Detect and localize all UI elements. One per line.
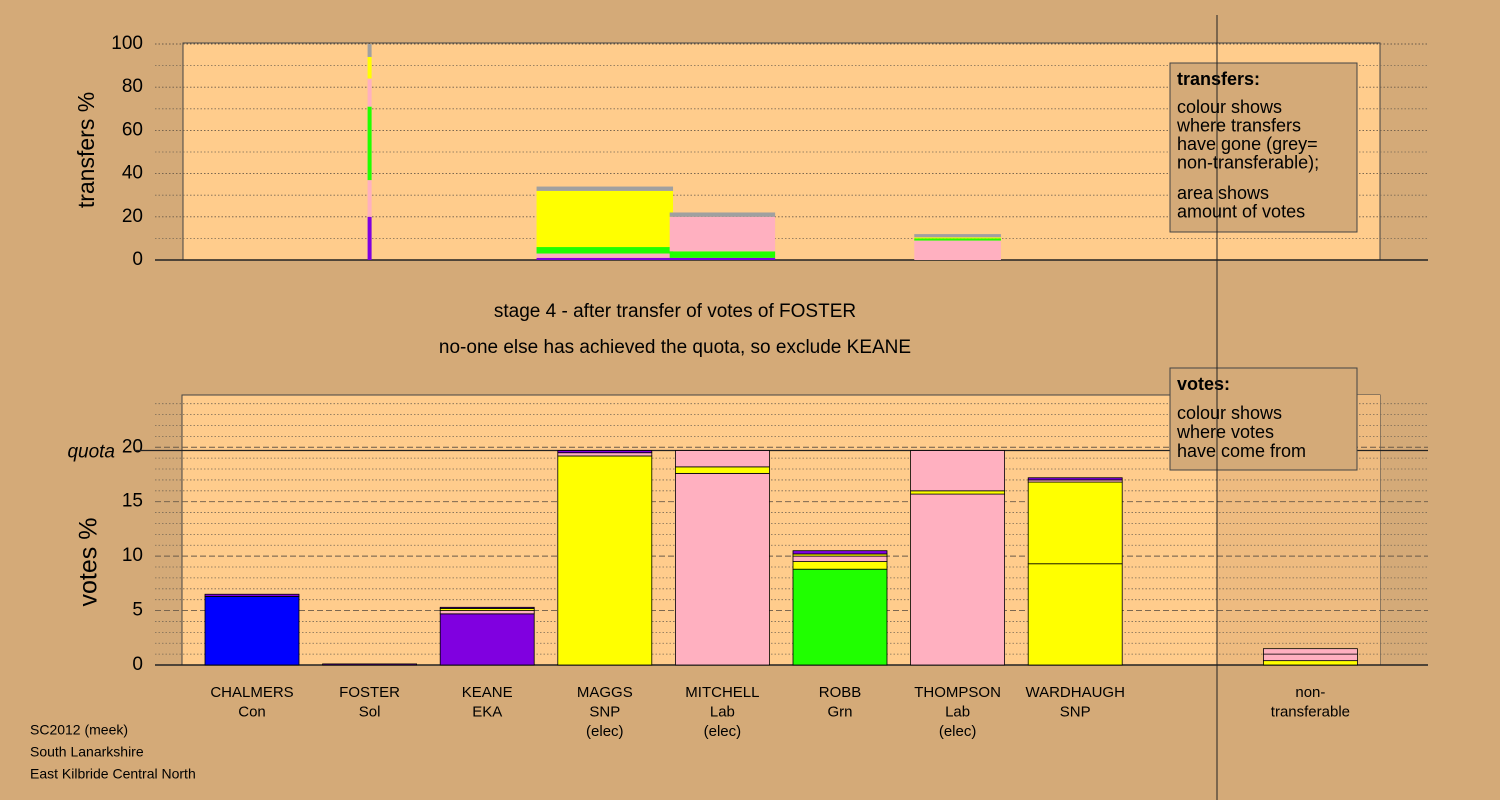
transfer-segment: [914, 238, 1001, 241]
x-tick-label: WARDHAUGH: [1025, 684, 1124, 701]
vote-segment: [1027, 563, 1123, 666]
x-tick-label: Lab: [710, 703, 735, 720]
legend-text: have come from: [1177, 441, 1306, 461]
transfer-segment: [536, 253, 674, 258]
legend-text: non-transferable);: [1177, 152, 1319, 172]
transfer-segment: [669, 257, 776, 260]
x-tick-label: KEANE: [462, 684, 513, 701]
quota-label: quota: [67, 442, 115, 463]
footer-text: South Lanarkshire: [30, 744, 144, 760]
vote-segment: [792, 568, 888, 666]
vote-segment: [204, 593, 300, 597]
y-tick-label: 100: [111, 33, 143, 54]
transfer-segment: [367, 78, 372, 107]
transfer-segment: [536, 257, 674, 260]
vote-segment: [557, 452, 653, 457]
x-tick-label: CHALMERS: [210, 684, 293, 701]
legend-box: [1169, 367, 1358, 471]
y-tick-label: 5: [132, 600, 143, 621]
legend-text: amount of votes: [1177, 201, 1305, 221]
transfer-segment: [536, 186, 674, 191]
transfer-segment: [914, 234, 1001, 238]
vote-segment: [792, 561, 888, 570]
vote-segment: [910, 450, 1005, 492]
x-tick-label: (elec): [939, 723, 977, 740]
y-tick-label: 0: [132, 654, 143, 675]
marks: 0 20 40 60 80 100 0 5 10 15 20 quota CHALMERS Con FOST…: [67, 33, 1428, 740]
legend-text: area shows: [1177, 183, 1269, 203]
transfer-segment: [669, 251, 776, 258]
vote-segment: [439, 606, 535, 609]
vote-segment: [1027, 481, 1123, 565]
legend-title: transfers:: [1177, 69, 1260, 89]
vote-segment: [439, 610, 535, 615]
y-tick-label: 15: [122, 491, 143, 512]
y-axis-label: transfers %: [73, 92, 99, 208]
x-tick-label: MAGGS: [577, 684, 633, 701]
legend-text: colour shows: [1177, 403, 1282, 423]
transfer-segment: [367, 56, 372, 79]
x-tick-label: THOMPSON: [914, 684, 1001, 701]
x-tick-label: SNP: [589, 703, 620, 720]
transfer-segment: [367, 106, 372, 181]
vote-segment: [1263, 660, 1358, 666]
vote-segment: [792, 555, 888, 562]
transfer-segment: [367, 44, 372, 57]
y-tick-label: 0: [132, 249, 143, 270]
x-tick-label: transferable: [1271, 703, 1350, 720]
vote-segment: [675, 466, 770, 474]
vote-segment: [910, 493, 1005, 666]
vote-segment: [675, 450, 770, 468]
x-tick-label: (elec): [586, 723, 624, 740]
y-tick-label: 60: [122, 119, 143, 140]
legend-title: votes:: [1177, 374, 1230, 394]
y-tick-label: 40: [122, 163, 143, 184]
transfer-segment: [669, 212, 776, 217]
transfer-segment: [914, 240, 1001, 260]
footer-text: SC2012 (meek): [30, 722, 128, 738]
stage-note: no-one else has achieved the quota, so e…: [439, 337, 911, 358]
transfer-segment: [914, 237, 1001, 239]
x-tick-label: MITCHELL: [685, 684, 759, 701]
y-tick-label: 20: [122, 436, 143, 457]
vote-segment: [1263, 648, 1358, 655]
transfer-segment: [367, 216, 372, 260]
vote-segment: [204, 596, 300, 666]
x-tick-label: Lab: [945, 703, 970, 720]
x-tick-label: SNP: [1060, 703, 1091, 720]
transfer-segment: [669, 216, 776, 252]
x-tick-label: FOSTER: [339, 684, 400, 701]
y-tick-label: 20: [122, 206, 143, 227]
x-tick-label: EKA: [472, 703, 502, 720]
vote-segment: [1263, 653, 1358, 662]
vote-segment: [910, 490, 1005, 495]
vote-segment: [792, 550, 888, 555]
transfer-segment: [536, 247, 674, 254]
y-tick-label: 80: [122, 76, 143, 97]
transfer-segment: [536, 190, 674, 248]
vote-segment: [557, 455, 653, 666]
vote-segment: [322, 663, 418, 666]
x-tick-label: ROBB: [819, 684, 862, 701]
transfer-segment: [367, 180, 372, 217]
vote-segment: [1027, 477, 1123, 481]
x-tick-label: Con: [238, 703, 266, 720]
y-tick-label: 10: [122, 545, 143, 566]
vote-segment: [439, 613, 535, 666]
legend-text: have gone (grey=: [1177, 134, 1318, 154]
vote-segment: [675, 472, 770, 666]
legend-box: [1169, 62, 1358, 233]
footer-text: East Kilbride Central North: [30, 766, 196, 782]
x-tick-label: Grn: [827, 703, 852, 720]
x-tick-label: (elec): [704, 723, 742, 740]
x-tick-label: non-: [1295, 684, 1325, 701]
stage-title: stage 4 - after transfer of votes of FOS…: [494, 301, 856, 322]
x-tick-label: Sol: [359, 703, 381, 720]
legend-text: where votes: [1176, 422, 1274, 442]
legend-text: where transfers: [1176, 115, 1301, 135]
y-axis-label: votes %: [75, 518, 103, 607]
legend-text: colour shows: [1177, 97, 1282, 117]
vote-segment: [557, 450, 653, 454]
